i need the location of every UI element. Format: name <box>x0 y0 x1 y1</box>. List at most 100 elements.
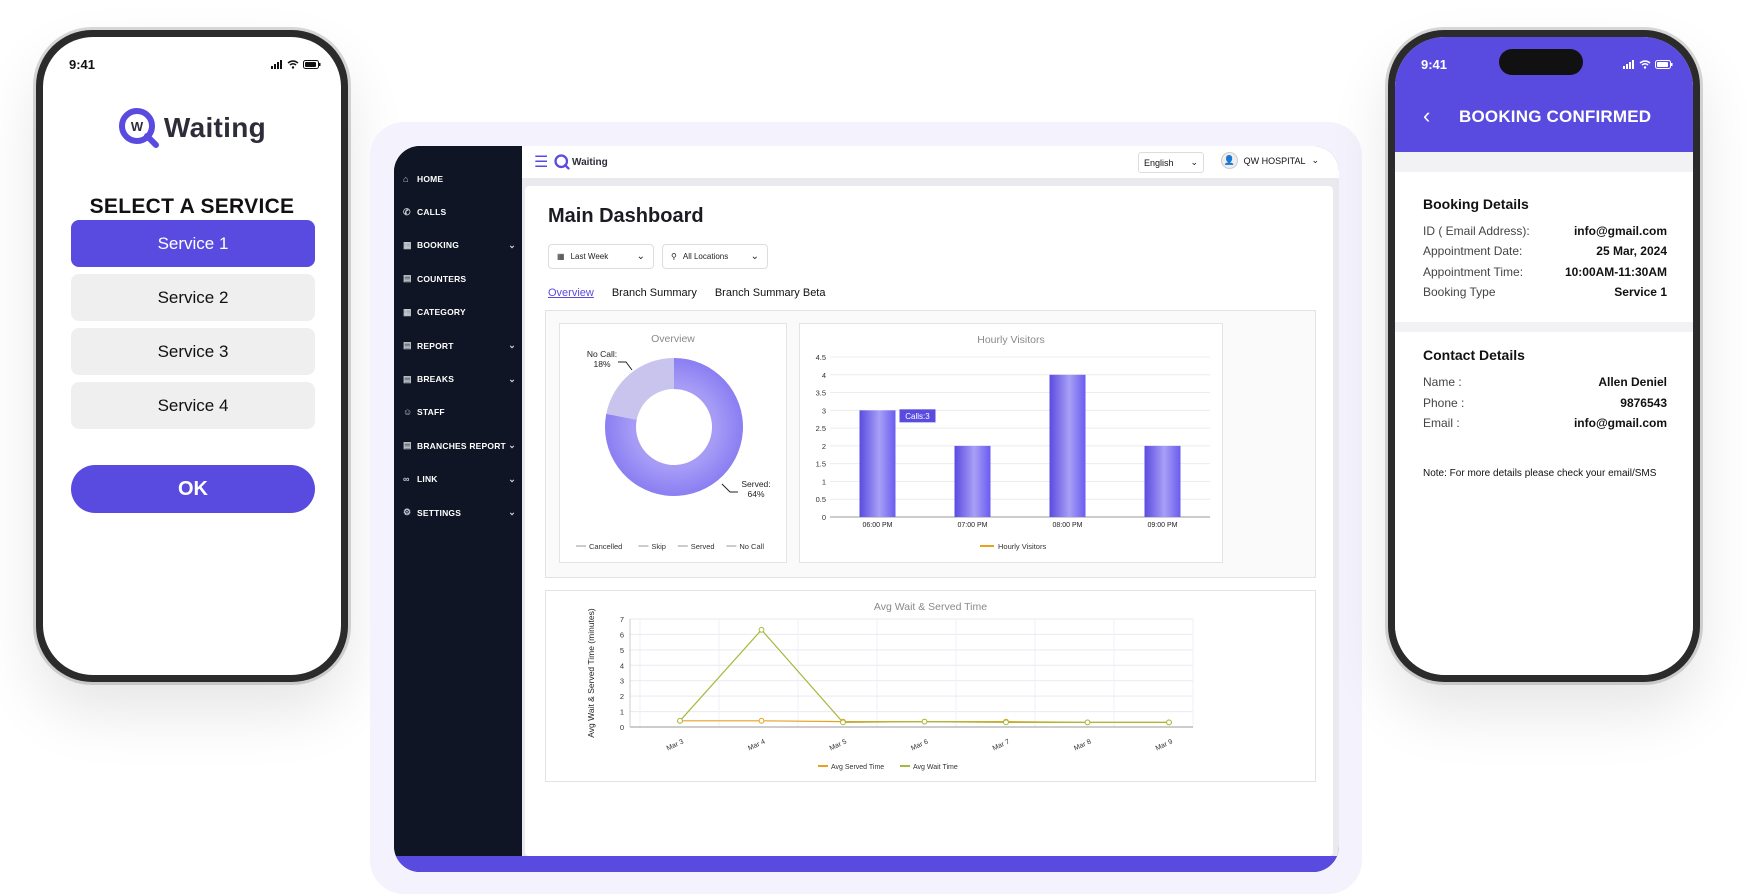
sidebar-item-calls[interactable]: ✆ CALLS <box>394 195 522 228</box>
svg-text:W: W <box>131 119 144 134</box>
status-icons <box>271 57 321 72</box>
sidebar-item-label: BOOKING <box>417 240 460 251</box>
right-phone-frame: 9:41 ‹ BOOKING CONFIRMED Booking Details… <box>1388 30 1700 682</box>
bar-0600pm[interactable] <box>859 410 896 517</box>
bar-0700pm[interactable] <box>954 445 991 517</box>
sidebar-item-counters[interactable]: ▤ COUNTERS <box>394 262 522 295</box>
bar-0900pm[interactable] <box>1144 445 1181 517</box>
data-point[interactable] <box>921 718 928 725</box>
bar-0800pm[interactable] <box>1049 374 1086 517</box>
contact-row: Name : Allen Deniel <box>1423 375 1667 389</box>
sidebar-item-label: BRANCHES REPORT <box>417 440 506 451</box>
right-phone-screen: 9:41 ‹ BOOKING CONFIRMED Booking Details… <box>1395 37 1693 675</box>
screen-title: SELECT A SERVICE <box>89 195 295 218</box>
row-value: Allen Deniel <box>1598 375 1667 389</box>
data-point[interactable] <box>1166 719 1172 726</box>
overview-chart-card: Overview No Call: 18% Served: 64% Cancelled S… <box>559 323 787 563</box>
sidebar-item-link[interactable]: ∞ LINK ⌄ <box>394 463 522 496</box>
bar-tooltip-text: Calls:3 <box>905 412 930 421</box>
x-tick-label: Mar 9 <box>1155 738 1174 752</box>
confirmation-header: 9:41 ‹ BOOKING CONFIRMED <box>1395 37 1693 152</box>
y-tick-label: 1 <box>822 477 826 486</box>
service-2-button[interactable]: Service 2 <box>71 274 315 321</box>
avg-wait-title: Avg Wait & Served Time <box>873 601 988 613</box>
chevron-down-icon: ⌄ <box>508 440 516 451</box>
user-menu[interactable]: 👤 QW HOSPITAL ⌄ <box>1220 152 1319 169</box>
data-point[interactable] <box>1003 719 1009 726</box>
service-4-button[interactable]: Service 4 <box>71 382 315 429</box>
y-tick-label: 5 <box>620 646 624 655</box>
booking-row: Appointment Date: 25 Mar, 2024 <box>1423 244 1667 258</box>
user-name: QW HOSPITAL <box>1243 155 1306 166</box>
main-area: ☰ Waiting English ⌄ 👤 QW HOSPITAL ⌄ <box>522 146 1339 856</box>
page-title: Main Dashboard <box>548 205 704 227</box>
legend-label: Avg Wait Time <box>913 764 958 771</box>
dynamic-island <box>1499 49 1583 75</box>
data-point[interactable] <box>840 719 846 726</box>
booking-row: Appointment Time: 10:00AM-11:30AM <box>1423 265 1667 279</box>
sidebar-item-staff[interactable]: ☺ STAFF <box>394 396 522 429</box>
tab-branch-summary[interactable]: Branch Summary <box>611 287 697 299</box>
data-point[interactable] <box>758 717 765 724</box>
sidebar-item-breaks[interactable]: ▤ BREAKS ⌄ <box>394 362 522 395</box>
sidebar-item-label: COUNTERS <box>417 273 467 284</box>
no-call-annotation-value: 18% <box>593 359 610 369</box>
chevron-down-icon: ⌄ <box>1311 155 1319 165</box>
row-label: Email : <box>1423 416 1460 430</box>
data-point[interactable] <box>1084 719 1091 726</box>
data-point[interactable] <box>677 717 683 724</box>
row-label: Phone : <box>1423 396 1465 410</box>
sidebar-item-report[interactable]: ▤ REPORT ⌄ <box>394 329 522 362</box>
row-label: Appointment Time: <box>1423 265 1524 279</box>
sidebar-item-settings[interactable]: ⚙ SETTINGS ⌄ <box>394 496 522 529</box>
legend-label: Cancelled <box>589 542 622 551</box>
y-tick-label: 1 <box>620 708 624 717</box>
hourly-visitors-bar-chart: 0 0.5 1 1.5 2 2.5 3 3.5 4 4.5 06:00 PM 07:00 PM 08:0… <box>816 353 1210 551</box>
served-leader-line <box>721 483 738 493</box>
row-value: 10:00AM-11:30AM <box>1564 265 1667 279</box>
sidebar-item-branches-report[interactable]: ▤ BRANCHES REPORT ⌄ <box>394 429 522 462</box>
tab-branch-summary-beta[interactable]: Branch Summary Beta <box>714 287 826 299</box>
overview-chart-title: Overview <box>651 333 695 345</box>
service-1-button[interactable]: Service 1 <box>71 220 315 267</box>
status-icons <box>1623 57 1673 72</box>
booking-details-section: Booking Details ID ( Email Address): info… <box>1395 172 1693 322</box>
service-3-button[interactable]: Service 3 <box>71 328 315 375</box>
data-point[interactable] <box>758 626 765 633</box>
waiting-logo-icon <box>554 154 570 170</box>
legend-label: Skip <box>651 542 666 551</box>
sidebar-item-home[interactable]: ⌂ HOME <box>394 162 522 195</box>
y-tick-label: 7 <box>620 615 624 624</box>
tab-overview[interactable]: Overview <box>548 287 594 299</box>
link-icon: ∞ <box>403 474 410 485</box>
y-tick-label: 4.5 <box>816 353 826 362</box>
back-arrow-icon[interactable]: ‹ <box>1423 103 1431 128</box>
ok-button[interactable]: OK <box>71 465 315 513</box>
menu-icon[interactable]: ☰ <box>534 154 549 171</box>
contact-row: Email : info@gmail.com <box>1423 416 1667 430</box>
battery-icon <box>303 60 321 69</box>
status-bar: 9:41 <box>69 57 321 72</box>
calendar-icon: ▦ <box>557 252 565 261</box>
chevron-down-icon: ⌄ <box>1190 157 1198 167</box>
sidebar-item-booking[interactable]: ▦ BOOKING ⌄ <box>394 229 522 262</box>
booking-details-heading: Booking Details <box>1423 196 1529 212</box>
y-tick-label: 4 <box>822 371 826 380</box>
location-filter[interactable]: ⚲ All Locations ⌄ <box>662 244 768 269</box>
chevron-down-icon: ⌄ <box>508 473 516 484</box>
y-tick-label: 3.5 <box>816 389 826 398</box>
language-select[interactable]: English ⌄ <box>1138 152 1204 173</box>
served-annotation-value: 64% <box>747 489 764 499</box>
status-time: 9:41 <box>1421 57 1448 72</box>
date-filter[interactable]: ▦ Last Week ⌄ <box>548 244 654 269</box>
gear-icon: ⚙ <box>403 507 412 518</box>
legend-label: Avg Served Time <box>831 764 884 771</box>
x-tick-label: Mar 7 <box>992 738 1011 752</box>
battery-icon <box>1655 60 1673 69</box>
sidebar-item-label: SETTINGS <box>417 507 462 518</box>
sidebar-item-label: STAFF <box>417 407 445 418</box>
x-tick-label: 06:00 PM <box>863 522 893 529</box>
sidebar-item-category[interactable]: ▦ CATEGORY <box>394 296 522 329</box>
phone-icon: ✆ <box>403 206 411 217</box>
